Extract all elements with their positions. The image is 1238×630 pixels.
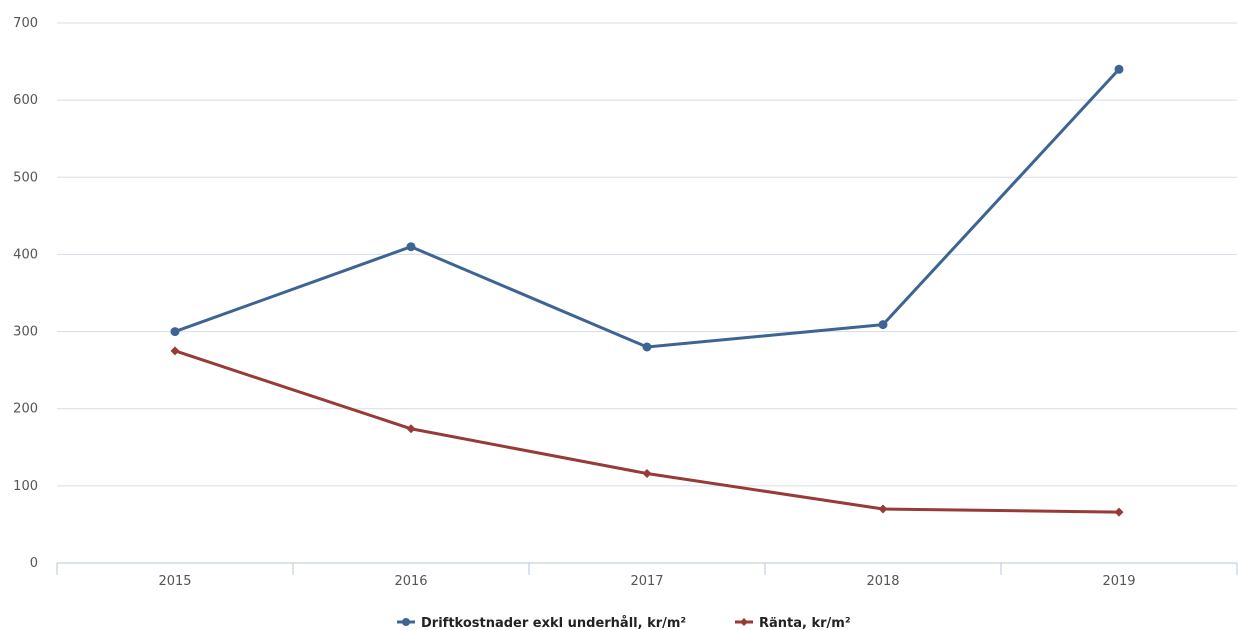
y-tick-label: 600 bbox=[13, 93, 38, 108]
data-point bbox=[406, 424, 416, 434]
legend-marker bbox=[402, 618, 410, 626]
x-tick-label: 2016 bbox=[394, 574, 427, 589]
y-axis: 0 100 200 300 400 500 600 700 bbox=[13, 16, 38, 571]
data-point bbox=[878, 320, 888, 330]
x-tick-label: 2015 bbox=[158, 574, 191, 589]
y-tick-label: 0 bbox=[30, 556, 38, 571]
data-point bbox=[170, 327, 180, 337]
y-tick-label: 100 bbox=[13, 479, 38, 494]
x-tick-label: 2018 bbox=[866, 574, 899, 589]
y-tick-label: 500 bbox=[13, 170, 38, 185]
data-point bbox=[1114, 64, 1124, 74]
legend-item[interactable]: Ränta, kr/m² bbox=[735, 616, 851, 630]
gridlines bbox=[57, 22, 1237, 487]
data-point bbox=[1114, 507, 1124, 517]
legend-marker bbox=[740, 618, 748, 626]
legend[interactable]: Driftkostnader exkl underhåll, kr/m² Ränt… bbox=[397, 616, 851, 630]
data-point bbox=[878, 504, 888, 514]
data-point bbox=[642, 342, 652, 352]
series-line-0 bbox=[174, 68, 1121, 349]
x-axis: 2015 2016 2017 2018 2019 bbox=[56, 562, 1238, 589]
data-point bbox=[642, 469, 652, 479]
y-tick-label: 300 bbox=[13, 325, 38, 340]
y-tick-label: 400 bbox=[13, 247, 38, 262]
data-point bbox=[170, 346, 180, 356]
x-tick-label: 2017 bbox=[630, 574, 663, 589]
series-line-1 bbox=[174, 349, 1120, 514]
legend-item[interactable]: Driftkostnader exkl underhåll, kr/m² bbox=[397, 616, 686, 630]
x-tick-label: 2019 bbox=[1102, 574, 1135, 589]
y-tick-label: 200 bbox=[13, 402, 38, 417]
data-point bbox=[406, 242, 416, 252]
legend-label: Ränta, kr/m² bbox=[759, 616, 851, 630]
legend-label: Driftkostnader exkl underhåll, kr/m² bbox=[421, 616, 686, 630]
series-group bbox=[170, 64, 1124, 517]
y-tick-label: 700 bbox=[13, 16, 38, 31]
